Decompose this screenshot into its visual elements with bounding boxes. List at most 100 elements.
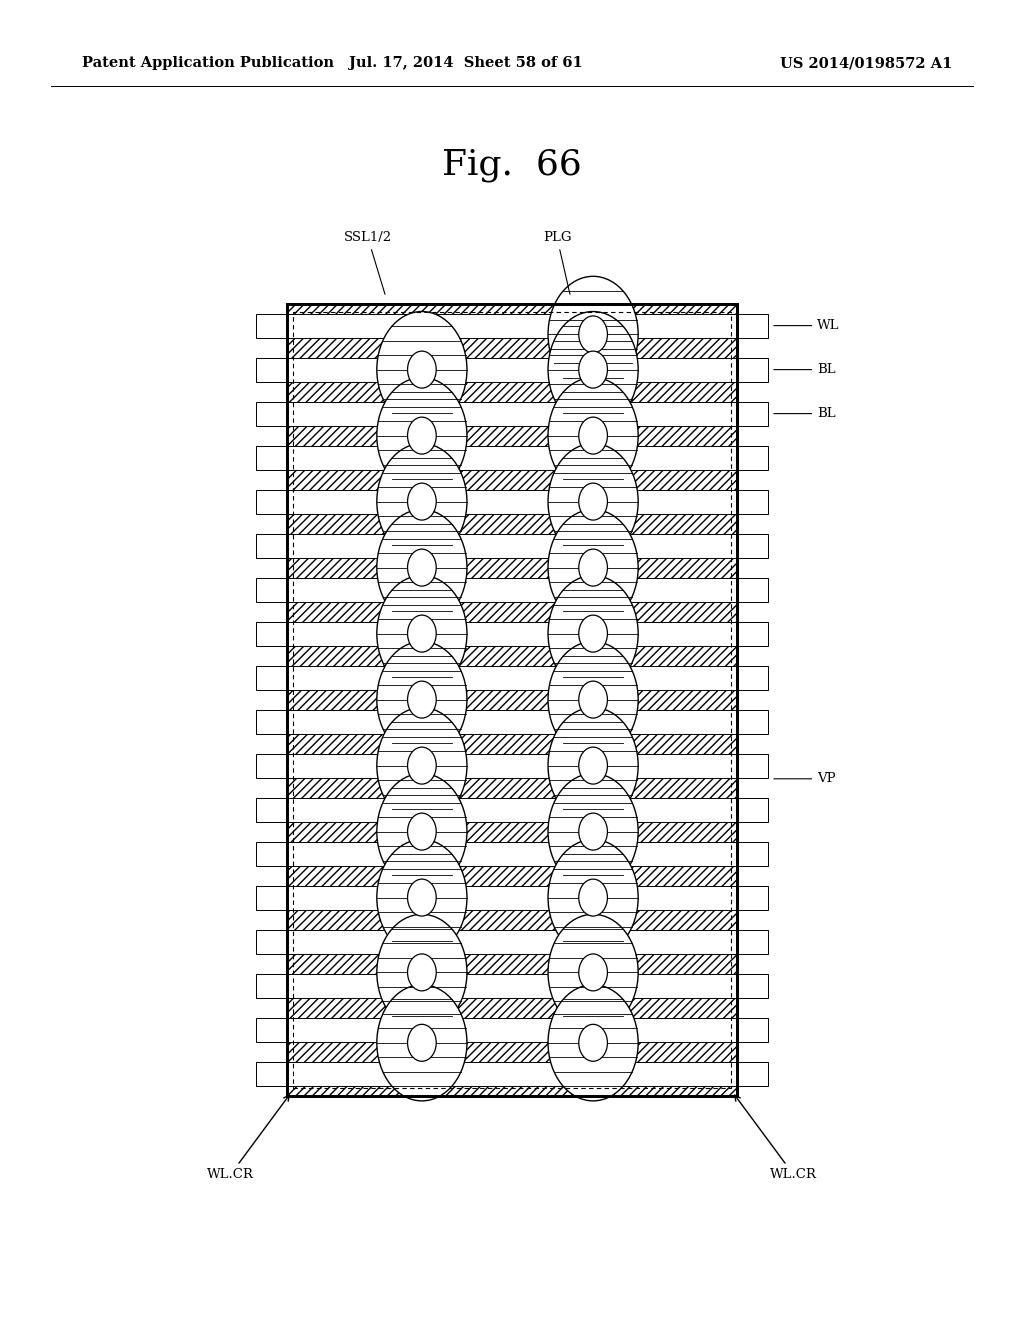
Bar [737,886,768,909]
Circle shape [377,915,467,1031]
Circle shape [579,417,607,454]
Bar [287,797,737,821]
Circle shape [377,312,467,428]
Circle shape [548,642,638,758]
Bar [256,622,287,645]
Bar [256,1018,287,1041]
Circle shape [377,985,467,1101]
Bar [256,710,287,734]
Bar [737,973,768,998]
Bar [287,1061,737,1085]
Bar [287,401,737,425]
Bar [287,314,737,338]
Bar [737,401,768,425]
Bar [256,929,287,953]
Bar [256,314,287,338]
Text: VP: VP [774,772,836,785]
Circle shape [548,915,638,1031]
Bar [737,665,768,689]
Bar [737,314,768,338]
Bar [256,1061,287,1085]
Circle shape [377,576,467,692]
Bar [737,754,768,777]
Bar [256,754,287,777]
Bar [287,490,737,513]
Bar [287,929,737,953]
Circle shape [579,954,607,991]
Bar [287,754,737,777]
Circle shape [408,615,436,652]
Circle shape [408,747,436,784]
Circle shape [579,747,607,784]
Bar [256,401,287,425]
Bar [287,358,737,381]
Circle shape [408,879,436,916]
Bar [287,710,737,734]
Bar [256,842,287,866]
Circle shape [548,312,638,428]
Circle shape [548,276,638,392]
Circle shape [579,615,607,652]
Text: Patent Application Publication: Patent Application Publication [82,57,334,70]
Circle shape [408,954,436,991]
Bar [256,490,287,513]
Text: BL: BL [774,363,836,376]
Text: BL: BL [774,407,836,420]
Circle shape [548,840,638,956]
Circle shape [408,417,436,454]
Bar [737,490,768,513]
Bar [256,973,287,998]
Bar [737,797,768,821]
Circle shape [377,774,467,890]
Bar [293,312,731,1088]
Bar [287,578,737,602]
Bar [256,446,287,470]
Bar [287,304,737,1096]
Bar [256,797,287,821]
Bar [737,929,768,953]
Circle shape [548,576,638,692]
Circle shape [548,708,638,824]
Circle shape [548,444,638,560]
Circle shape [579,549,607,586]
Circle shape [548,774,638,890]
Text: PLG: PLG [543,231,571,294]
Bar [256,578,287,602]
Bar [287,665,737,689]
Circle shape [408,351,436,388]
Bar [737,1061,768,1085]
Circle shape [579,813,607,850]
Bar [287,622,737,645]
Bar [287,1018,737,1041]
Text: WL: WL [774,319,840,333]
Bar [256,665,287,689]
Circle shape [579,879,607,916]
Circle shape [579,351,607,388]
Bar [287,973,737,998]
Circle shape [408,549,436,586]
Bar [256,358,287,381]
Circle shape [408,1024,436,1061]
Bar [287,304,737,1096]
Bar [737,842,768,866]
Circle shape [579,315,607,352]
Text: Fig.  66: Fig. 66 [442,148,582,182]
Text: Jul. 17, 2014  Sheet 58 of 61: Jul. 17, 2014 Sheet 58 of 61 [349,57,583,70]
Bar [287,533,737,557]
Bar [737,358,768,381]
Bar [737,446,768,470]
Circle shape [548,985,638,1101]
Circle shape [579,1024,607,1061]
Bar [287,304,737,1096]
Circle shape [548,510,638,626]
Circle shape [377,510,467,626]
Bar [737,622,768,645]
Circle shape [408,483,436,520]
Circle shape [548,378,638,494]
Bar [287,886,737,909]
Bar [737,1018,768,1041]
Circle shape [377,708,467,824]
Bar [737,533,768,557]
Bar [287,446,737,470]
Circle shape [377,840,467,956]
